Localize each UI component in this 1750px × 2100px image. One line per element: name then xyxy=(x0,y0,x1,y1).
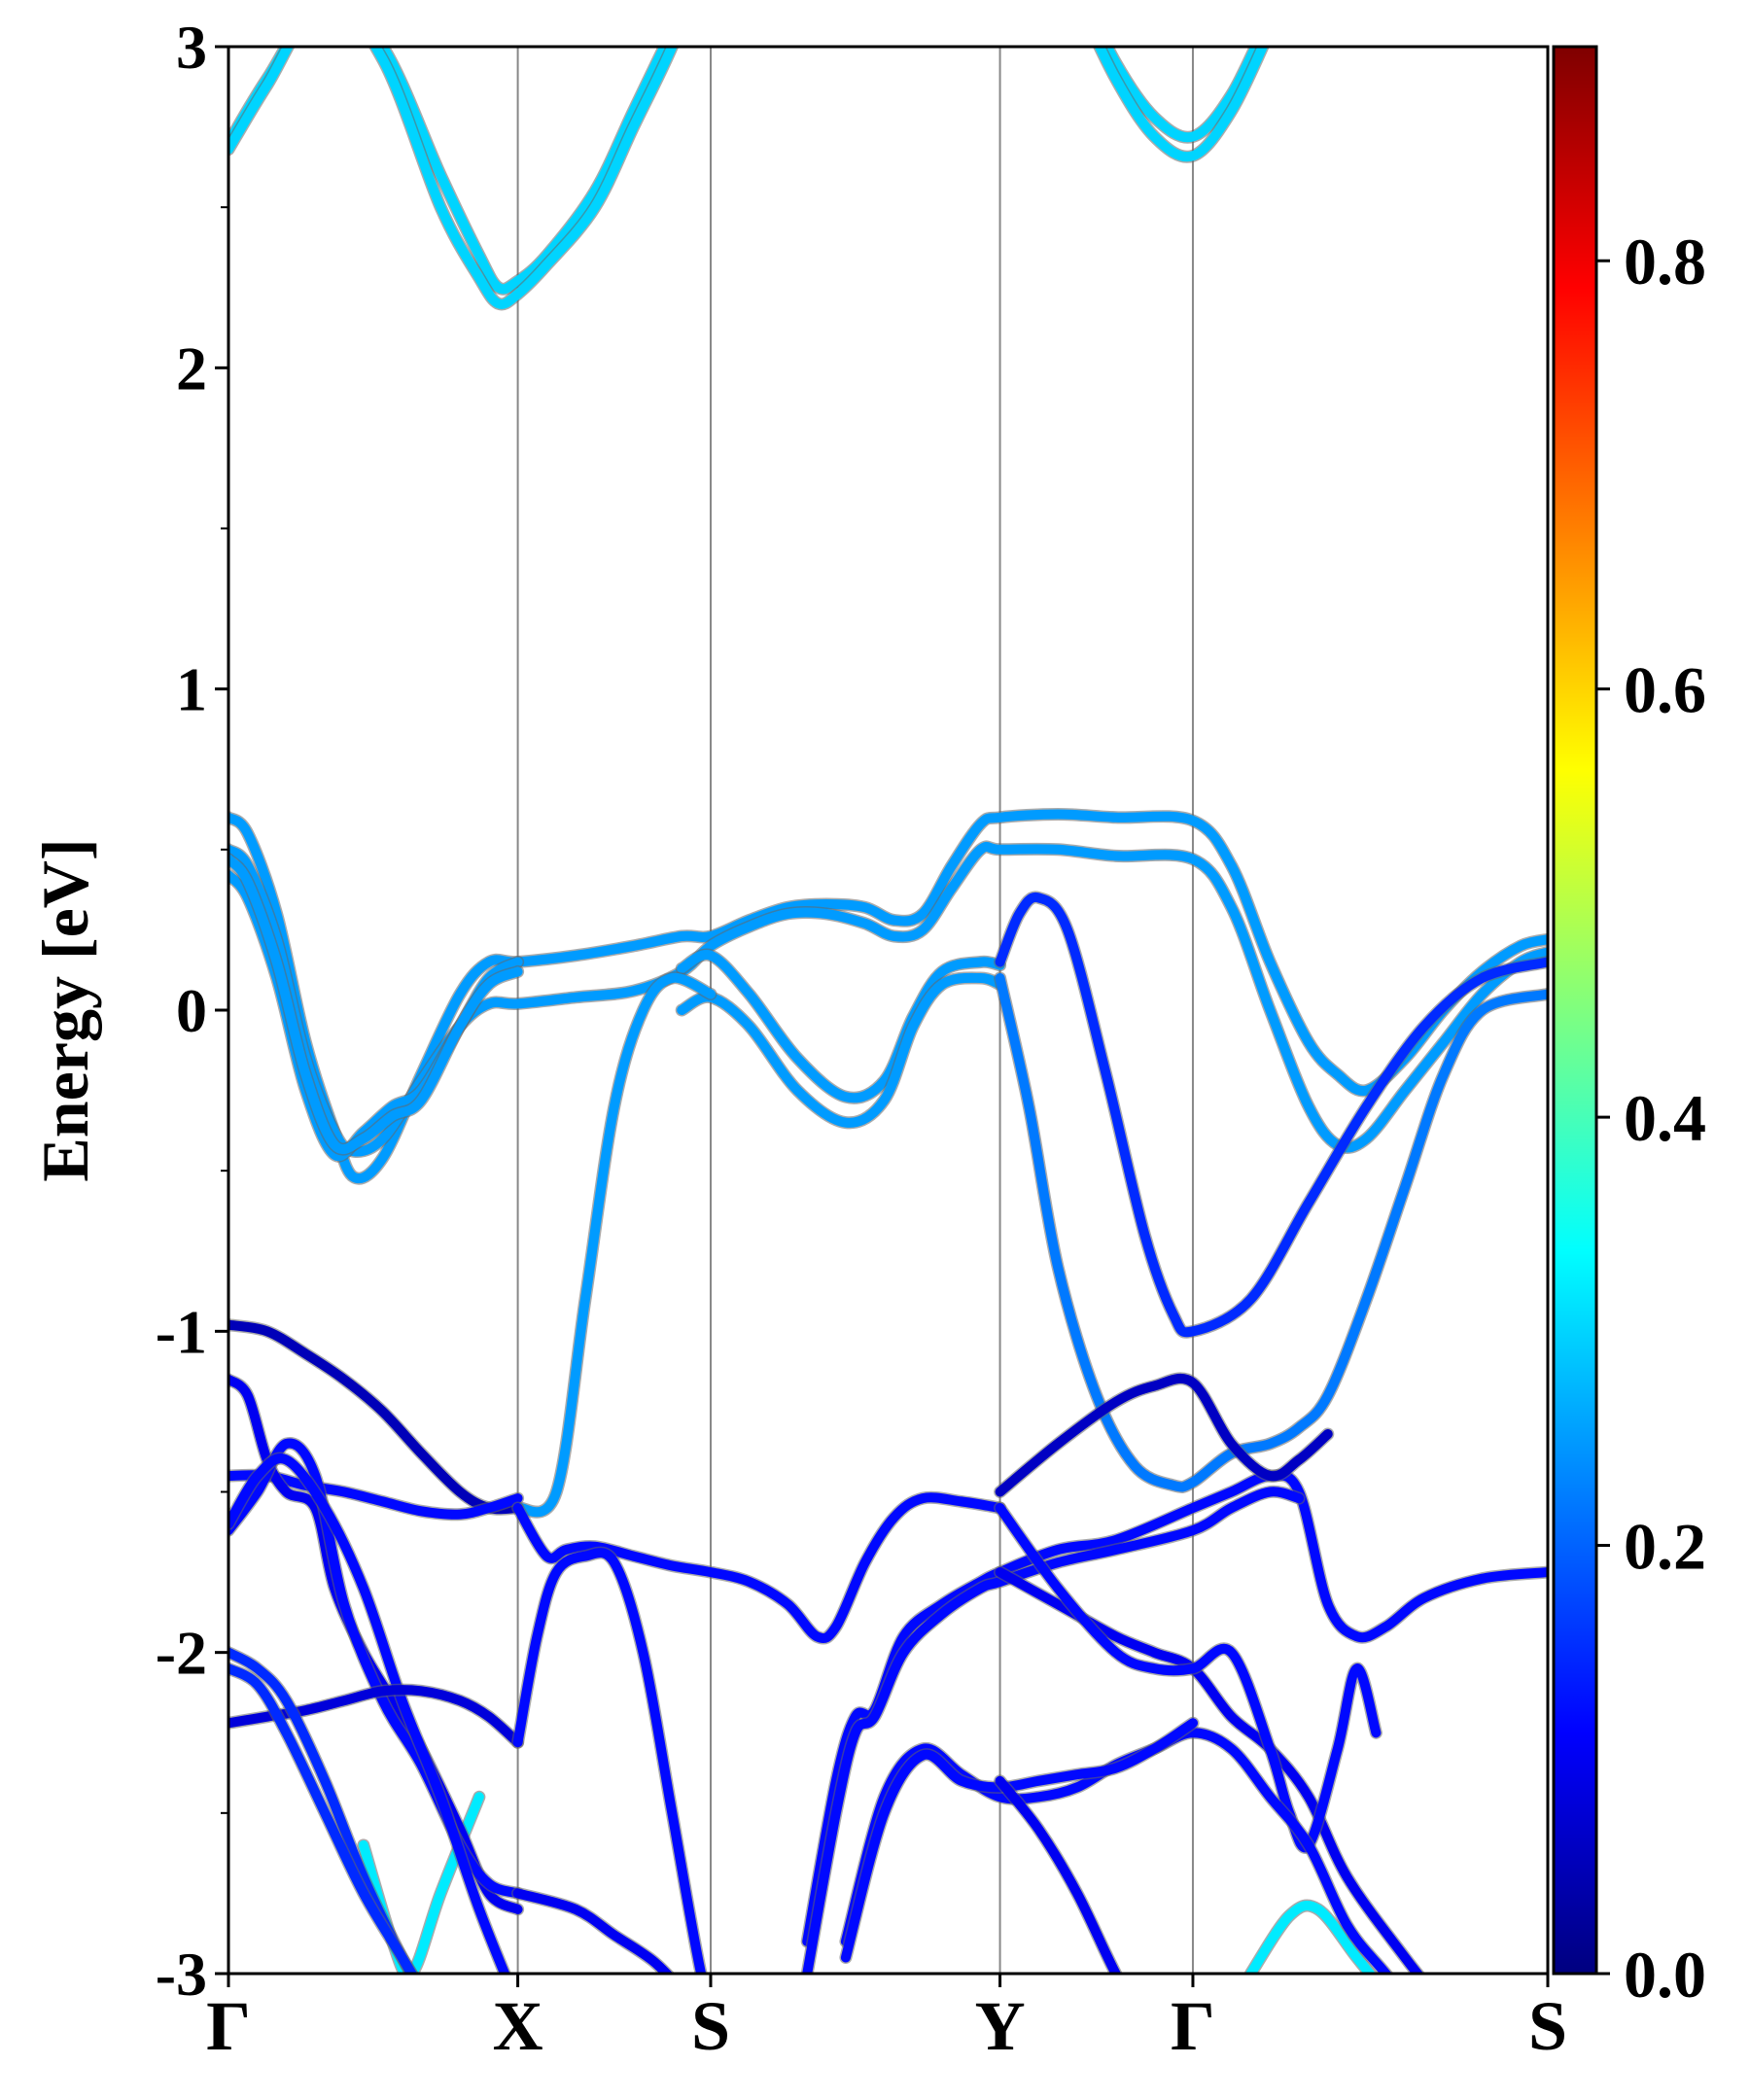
y-tick-label: -1 xyxy=(156,1297,207,1366)
x-tick-label: S xyxy=(1528,1987,1567,2065)
y-tick-label: -3 xyxy=(156,1940,207,2009)
band-v1 xyxy=(228,809,1548,1184)
band-v7 xyxy=(512,972,716,1518)
band-d11 xyxy=(512,1888,674,1974)
y-tick-label: 3 xyxy=(176,13,207,82)
band-d13 xyxy=(802,1487,1305,1974)
band-outline-v9 xyxy=(994,971,1548,1493)
band-outline-d12 xyxy=(800,1468,1548,1948)
colorbar-tick-label: 0.2 xyxy=(1624,1510,1706,1584)
y-tick-label: -2 xyxy=(156,1619,207,1688)
band-d15 xyxy=(995,1567,1424,1974)
y-axis-title: Energy [eV] xyxy=(28,838,102,1181)
band-d14 xyxy=(995,1374,1333,1497)
band-d12 xyxy=(802,1470,1548,1946)
colorbar-tick-label: 0.4 xyxy=(1624,1081,1706,1155)
x-tick-label: S xyxy=(691,1987,730,2065)
band-v8 xyxy=(995,892,1548,1338)
band-outline-v7 xyxy=(511,971,718,1519)
band-d10 xyxy=(512,1548,707,1974)
y-tick-label: 2 xyxy=(176,333,207,402)
band-v4 xyxy=(228,854,523,1155)
band-d6 xyxy=(228,1453,510,1974)
band-d9 xyxy=(228,1663,418,1974)
y-tick-label: 0 xyxy=(176,976,207,1045)
band-v5 xyxy=(677,950,1005,1103)
band-d3 xyxy=(512,1492,1005,1644)
x-tick-label: Y xyxy=(975,1987,1026,2065)
band-d16 xyxy=(995,1503,1382,1853)
band-v2 xyxy=(228,841,1548,1157)
colorbar-tick-label: 0.6 xyxy=(1624,653,1706,727)
band-cb5 xyxy=(1245,1901,1377,1974)
colorbar-tick-label: 0.8 xyxy=(1624,225,1706,298)
band-v9 xyxy=(995,973,1548,1492)
y-axis-ticks: -3 -2 -1 0 1 2 3 xyxy=(156,13,228,2009)
x-tick-label: Γ xyxy=(1171,1987,1215,2065)
colorbar-tick-label: 0.0 xyxy=(1624,1938,1706,2012)
kpoint-lines xyxy=(516,47,1194,1974)
band-d18 xyxy=(840,1718,1198,1963)
band-d19 xyxy=(995,1775,1122,1974)
band-v6 xyxy=(677,972,1005,1128)
colorbar-ticks: 0.0 0.2 0.4 0.6 0.8 xyxy=(1596,225,1706,2012)
x-tick-label: Γ xyxy=(206,1987,251,2065)
band-outline-d10 xyxy=(511,1546,708,1974)
band-outline-d6 xyxy=(228,1452,512,1974)
band-outline-v2 xyxy=(228,840,1548,1159)
y-tick-label: 1 xyxy=(176,655,207,724)
colorbar xyxy=(1552,45,1598,1976)
band-cb2 xyxy=(228,47,678,309)
band-outline-d15 xyxy=(994,1565,1426,1974)
band-outline-d19 xyxy=(994,1774,1123,1974)
band-cb4 xyxy=(1094,47,1269,162)
band-lines xyxy=(228,47,1548,1974)
band-cb1 xyxy=(228,47,670,295)
x-tick-label: X xyxy=(493,1987,543,2065)
band-cb3 xyxy=(1102,47,1261,143)
band-outline-d11 xyxy=(511,1886,676,1974)
